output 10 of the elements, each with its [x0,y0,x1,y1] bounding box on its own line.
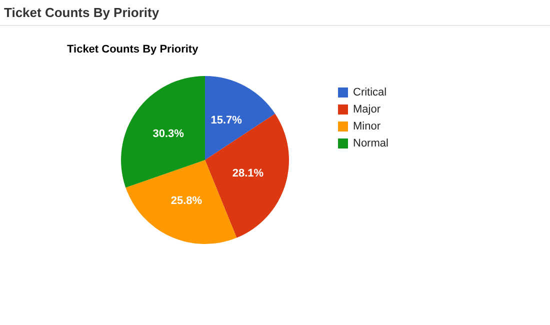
text: Ticket Counts By Priority [0,0,550,26]
legend-label: Minor [353,120,381,132]
data-label: 30.3% [152,128,184,140]
data-label: 25.8% [170,195,202,208]
legend-label: Major [353,104,381,116]
legend-label: Normal [353,138,388,150]
data-label: 28.1% [232,167,264,180]
chart-title: Ticket Counts By Priority [67,44,200,56]
legend-label: Critical [353,86,387,98]
data-label: 15.7% [210,114,242,126]
